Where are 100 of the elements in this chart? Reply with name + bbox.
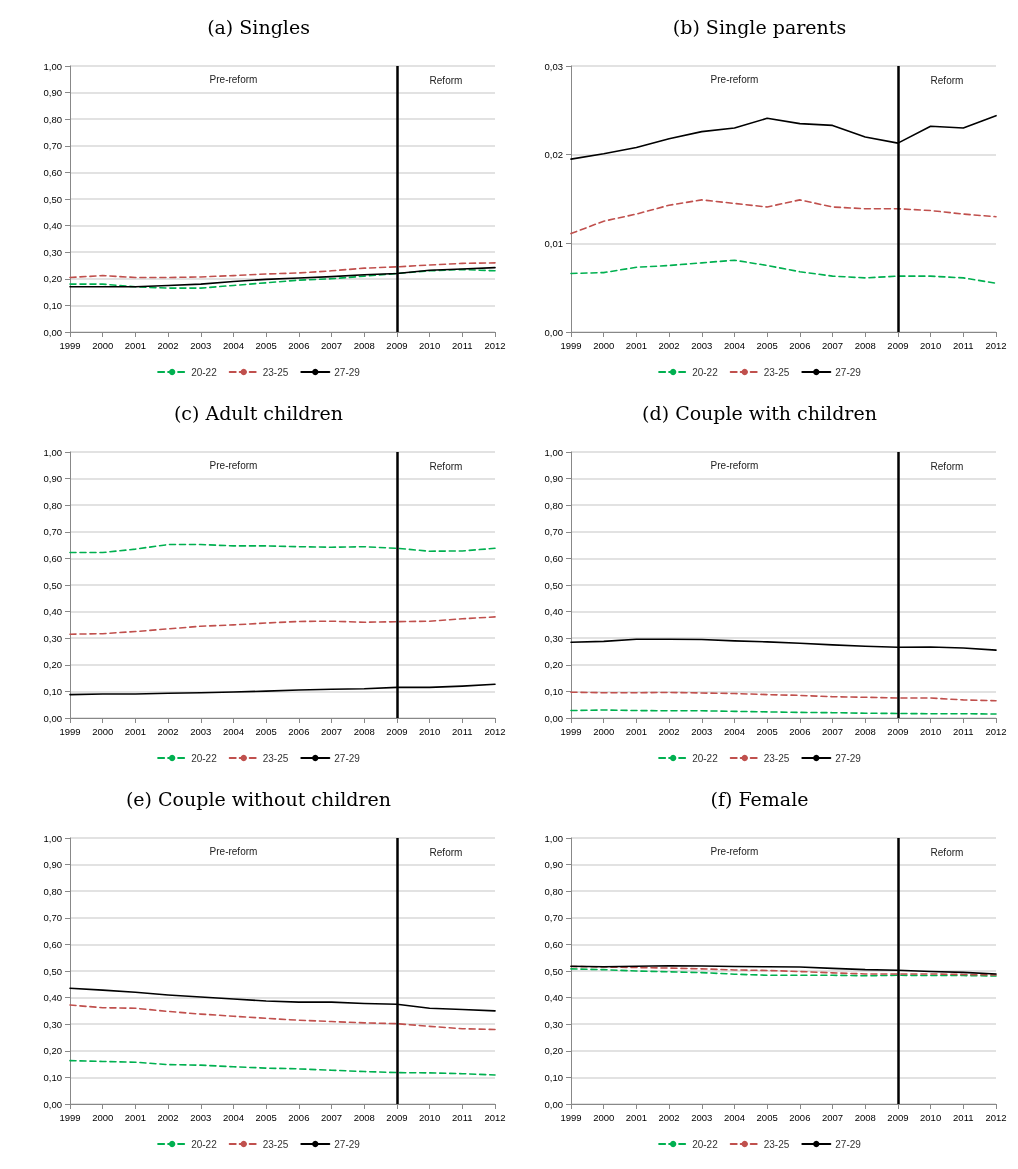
y-tick-label: 0,00 [544,712,563,724]
y-tick-label: 0,50 [544,965,563,977]
y-tick-label: 0,50 [43,193,62,205]
x-tick-label: 1999 [59,725,81,737]
chart-title: (a) Singles [207,15,310,38]
x-tick-label: 2008 [854,339,876,351]
x-tick-label: 2006 [288,725,310,737]
y-tick-label: 0,70 [544,912,563,924]
legend-label: 27-29 [334,752,361,764]
y-tick-label: 0,20 [544,1045,563,1057]
y-tick-label: 0,01 [544,237,563,249]
y-tick-label: 0,90 [544,859,563,871]
line-series [69,262,496,279]
x-tick-label: 2002 [658,725,680,737]
y-tick-label: 0,00 [43,712,62,724]
y-tick-label: 1,00 [544,446,563,458]
x-tick-label: 2003 [190,339,212,351]
y-tick-label: 0,50 [43,579,62,591]
y-tick-label: 0,90 [43,473,62,485]
y-tick-label: 0,70 [43,526,62,538]
x-tick-label: 2002 [658,1111,680,1123]
x-tick-label: 1999 [560,1111,582,1123]
x-tick-label: 2002 [157,1111,179,1123]
x-tick-label: 2002 [658,339,680,351]
y-tick-label: 0,30 [544,1018,563,1030]
x-tick-label: 2000 [92,339,114,351]
x-tick-label: 2008 [854,1111,876,1123]
y-tick-label: 0,80 [43,885,62,897]
y-tick-label: 0,30 [43,1018,62,1030]
x-tick-label: 2003 [691,725,713,737]
x-tick-label: 2008 [854,725,876,737]
x-tick-label: 2008 [353,725,375,737]
y-tick-label: 0,80 [544,499,563,511]
x-tick-label: 2007 [821,725,844,737]
x-tick-label: 2005 [756,339,778,351]
chart-title: (f) Female [710,787,809,810]
x-tick-label: 2003 [691,1111,713,1123]
x-tick-label: 2001 [124,339,146,351]
x-tick-label: 2000 [92,725,114,737]
x-tick-label: 2006 [288,339,310,351]
y-tick-label: 0,90 [544,473,563,485]
y-tick-label: 0,03 [544,60,563,72]
y-tick-label: 0,70 [43,912,62,924]
x-tick-label: 2012 [985,1111,1007,1123]
line-series [69,616,496,636]
x-tick-label: 2000 [593,725,615,737]
x-tick-label: 2010 [920,725,942,737]
x-tick-label: 2011 [953,1111,974,1123]
y-tick-label: 0,60 [544,938,563,950]
x-tick-label: 2003 [691,339,713,351]
x-tick-label: 2011 [452,1111,473,1123]
x-tick-label: 2006 [789,339,811,351]
x-tick-label: 2012 [484,339,506,351]
y-tick-label: 1,00 [544,832,563,844]
legend-label: 20-22 [692,1138,719,1150]
y-tick-label: 0,50 [43,965,62,977]
y-tick-label: 0,60 [544,552,563,564]
x-tick-label: 2001 [625,339,647,351]
x-tick-label: 2005 [756,725,778,737]
line-series [570,199,997,235]
x-tick-label: 2010 [419,339,441,351]
x-tick-label: 2000 [593,339,615,351]
x-tick-label: 2011 [452,339,473,351]
legend-label: 20-22 [191,1138,218,1150]
x-tick-label: 2007 [320,339,343,351]
annotation: Pre-reform [209,845,258,857]
x-tick-label: 2009 [887,339,909,351]
legend-label: 20-22 [191,752,218,764]
annotation: Reform [930,846,964,858]
y-tick-label: 0,60 [43,552,62,564]
line-series [69,543,496,554]
x-tick-label: 2000 [92,1111,114,1123]
x-tick-label: 2007 [320,725,343,737]
x-tick-label: 2012 [484,725,506,737]
y-tick-label: 0,30 [43,632,62,644]
y-tick-label: 0,00 [43,326,62,338]
y-tick-label: 0,20 [43,273,62,285]
legend-label: 23-25 [262,752,289,764]
y-tick-label: 0,40 [43,220,62,232]
y-tick-label: 0,20 [43,659,62,671]
x-tick-label: 2009 [887,1111,909,1123]
legend-label: 23-25 [763,752,790,764]
y-tick-label: 0,02 [544,149,563,161]
x-tick-label: 2011 [452,725,473,737]
y-tick-label: 0,10 [544,1071,563,1083]
y-tick-label: 1,00 [43,60,62,72]
y-tick-label: 0,80 [43,499,62,511]
y-tick-label: 1,00 [43,446,62,458]
annotation: Pre-reform [209,73,258,85]
y-tick-label: 0,40 [544,992,563,1004]
x-tick-label: 1999 [560,339,582,351]
x-tick-label: 2012 [484,1111,506,1123]
y-tick-label: 0,00 [544,326,563,338]
annotation: Pre-reform [710,845,759,857]
x-tick-label: 2009 [386,339,408,351]
x-tick-label: 2003 [190,1111,212,1123]
x-tick-label: 2005 [255,1111,277,1123]
line-series [570,691,997,702]
x-tick-label: 2009 [887,725,909,737]
x-tick-label: 2006 [288,1111,310,1123]
